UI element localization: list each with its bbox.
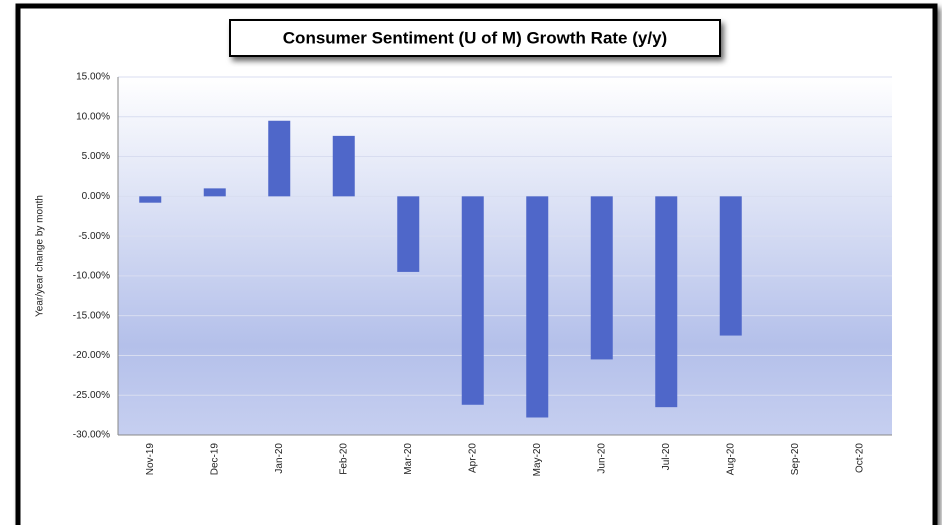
y-tick-label: -30.00% <box>73 430 110 441</box>
y-tick-label: -20.00% <box>73 350 110 361</box>
bar <box>203 188 226 197</box>
y-tick-label: 5.00% <box>82 151 110 162</box>
x-tick-label: Dec-19 <box>209 443 220 476</box>
x-tick-label: Jan-20 <box>274 443 285 474</box>
bar <box>332 135 355 197</box>
x-tick-label: Mar-20 <box>403 443 414 475</box>
y-tick-label: 0.00% <box>82 191 110 202</box>
chart-title: Consumer Sentiment (U of M) Growth Rate … <box>283 28 667 47</box>
x-tick-label: Sep-20 <box>790 443 801 476</box>
x-tick-label: Feb-20 <box>338 443 349 475</box>
bar <box>268 120 291 197</box>
x-tick-label: Apr-20 <box>467 443 478 473</box>
bar <box>139 196 162 203</box>
plot-area <box>118 77 892 435</box>
y-tick-label: -5.00% <box>78 231 110 242</box>
title-box <box>229 19 721 57</box>
y-tick-label: -25.00% <box>73 390 110 401</box>
bar <box>719 196 742 336</box>
x-tick-label: Jun-20 <box>596 443 607 474</box>
bar <box>461 196 484 405</box>
y-axis-label: Year/year change by month <box>35 195 46 317</box>
x-tick-label: Jul-20 <box>661 443 672 471</box>
y-tick-label: -10.00% <box>73 271 110 282</box>
x-tick-label: Aug-20 <box>725 443 736 476</box>
bar <box>526 196 549 418</box>
bar <box>397 196 420 272</box>
x-tick-label: Oct-20 <box>854 443 865 473</box>
bar <box>655 196 678 408</box>
x-tick-label: Nov-19 <box>145 443 156 476</box>
y-tick-label: 15.00% <box>76 72 110 83</box>
y-tick-label: -15.00% <box>73 310 110 321</box>
x-tick-label: May-20 <box>532 443 543 477</box>
bar <box>590 196 613 360</box>
y-tick-label: 10.00% <box>76 111 110 122</box>
